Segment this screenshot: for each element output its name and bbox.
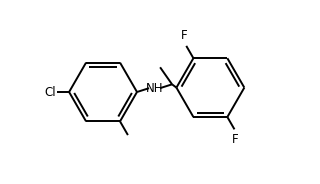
Text: F: F	[181, 29, 188, 42]
Text: Cl: Cl	[44, 86, 56, 98]
Text: NH: NH	[146, 82, 163, 95]
Text: F: F	[232, 133, 238, 146]
